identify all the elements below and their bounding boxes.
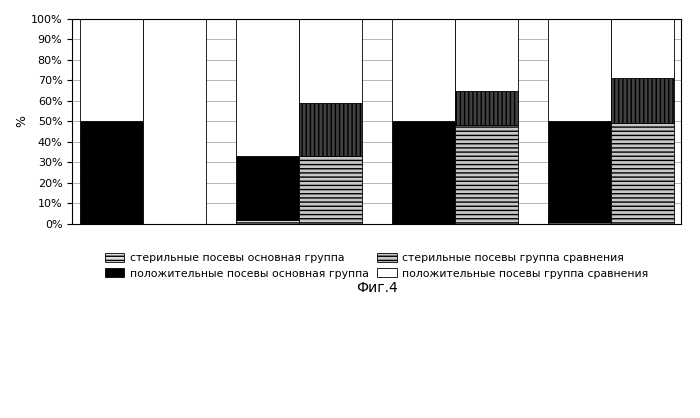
Bar <box>455 125 518 224</box>
Bar <box>610 78 673 123</box>
Legend: стерильные посевы основная группа, положительные посевы основная группа, стериль: стерильные посевы основная группа, полож… <box>102 250 652 282</box>
Bar <box>392 19 455 121</box>
Bar <box>80 121 143 224</box>
Text: Фиг.4: Фиг.4 <box>356 281 398 295</box>
Bar <box>610 19 673 78</box>
Bar <box>455 91 518 125</box>
Bar <box>610 123 673 224</box>
Bar <box>236 19 299 156</box>
Bar <box>236 156 299 219</box>
Bar <box>392 121 455 224</box>
Bar <box>299 156 362 224</box>
Y-axis label: %: % <box>15 115 28 127</box>
Bar <box>299 103 362 156</box>
Bar <box>80 19 143 121</box>
Bar <box>547 222 610 224</box>
Bar <box>547 19 610 121</box>
Bar <box>547 121 610 222</box>
Bar <box>236 219 299 224</box>
Bar <box>143 19 206 224</box>
Bar <box>455 19 518 91</box>
Bar <box>299 19 362 103</box>
